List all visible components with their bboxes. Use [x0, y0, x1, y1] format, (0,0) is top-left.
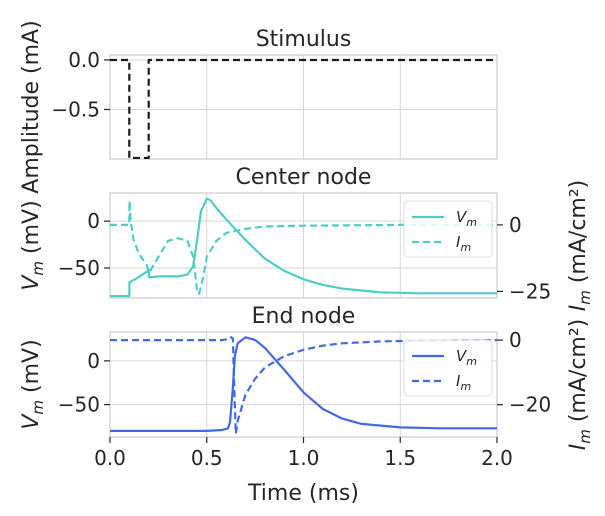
plot-frame: [109, 54, 498, 160]
legend: Vm Im: [403, 200, 493, 258]
legend-label: Vm: [456, 347, 477, 368]
y-tick-label: 0.0: [68, 48, 100, 72]
y-tick-label: −0.5: [51, 97, 100, 121]
legend-box: [403, 339, 493, 397]
y-tick-label: −50: [58, 256, 100, 280]
y-right-tick-label: 0: [509, 213, 522, 237]
legend-label: Im: [456, 233, 471, 254]
series-line-v-m: [110, 336, 497, 432]
legend-label: Vm: [456, 208, 477, 229]
y-axis-label: Vm (mV): [19, 339, 47, 429]
x-axis-label: Time (ms): [247, 481, 359, 506]
panel-1: 0 −50 0 −25 Center node Vm (mV) Im (mA/cm²) Vm I…: [19, 165, 594, 311]
panel-title: End node: [252, 304, 356, 329]
y-axis-label: Amplitude (mA): [19, 20, 44, 193]
y-tick-label: 0: [87, 349, 100, 373]
x-tick-label: 2.0: [481, 446, 513, 470]
panel-title: Stimulus: [256, 27, 352, 52]
y-right-tick-label: −25: [509, 279, 551, 303]
series-line-stimulus: [110, 58, 497, 159]
panel-2: 0 −50 0 −20 0.0 0.5 1.0 1.5 2.0 End node Vm (mV) Im…: [19, 304, 594, 506]
x-tick-label: 0.0: [94, 446, 126, 470]
legend: Vm Im: [403, 339, 493, 397]
y-axis-label-right: Im (mA/cm²): [566, 319, 594, 451]
y-axis-label: Vm (mV): [19, 200, 47, 290]
legend-label: Im: [456, 372, 471, 393]
y-tick-label: −50: [58, 393, 100, 417]
x-tick-label: 1.0: [288, 446, 320, 470]
y-tick-label: 0: [87, 209, 100, 233]
x-tick-label: 0.5: [191, 446, 223, 470]
y-axis-label-right: Im (mA/cm²): [566, 180, 594, 312]
y-right-tick-label: −20: [509, 393, 551, 417]
plot-frame: [109, 192, 498, 299]
x-tick-label: 1.5: [384, 446, 416, 470]
series-line-v-m: [110, 197, 497, 298]
panel-0: 0.0 −0.5 Stimulus Amplitude (mA): [19, 20, 498, 194]
legend-box: [403, 200, 493, 258]
series-line-i-m: [110, 335, 497, 435]
series-line-i-m: [110, 199, 497, 296]
panel-title: Center node: [236, 165, 372, 190]
y-right-tick-label: 0: [509, 328, 522, 352]
